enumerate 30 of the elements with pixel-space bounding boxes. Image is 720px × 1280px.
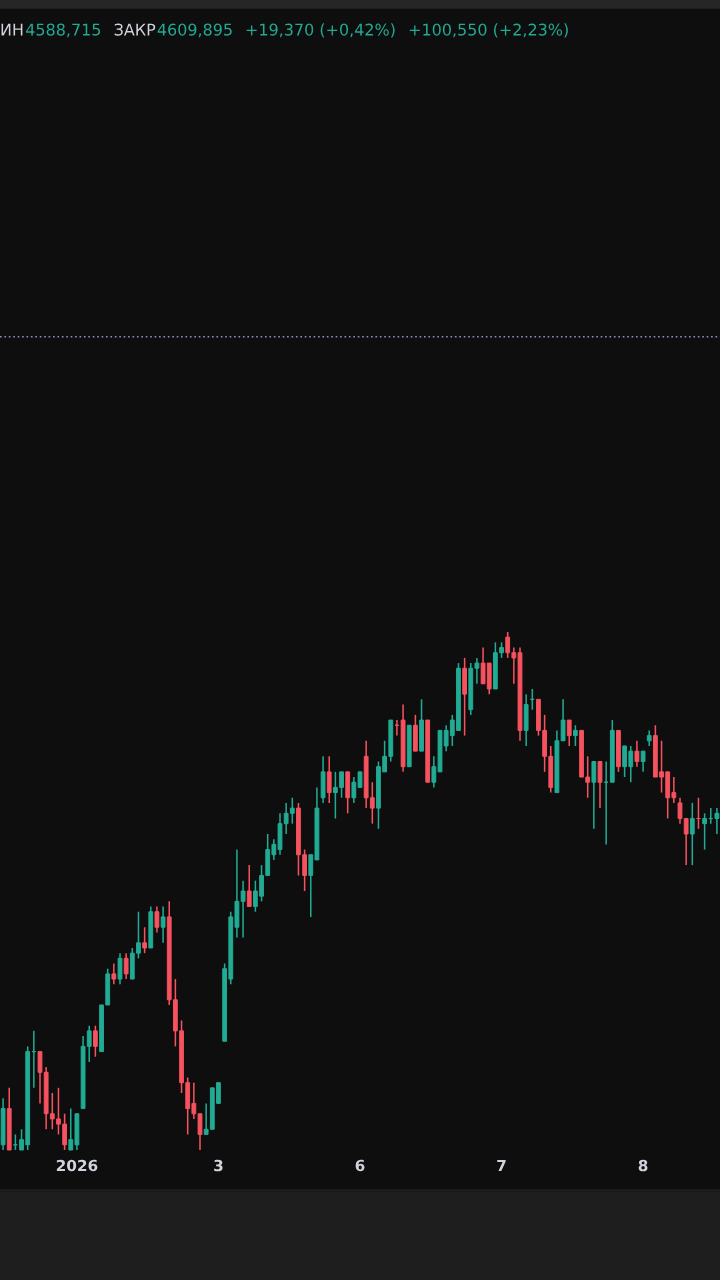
candlestick bbox=[640, 750, 646, 773]
candlestick bbox=[702, 812, 708, 851]
candlestick bbox=[634, 740, 640, 768]
candlestick bbox=[572, 724, 578, 747]
x-tick-label: 3 bbox=[214, 1159, 223, 1172]
text: 4609,895 bbox=[157, 23, 232, 38]
candlestick bbox=[123, 952, 129, 980]
candlestick bbox=[154, 905, 160, 934]
candlestick bbox=[566, 719, 572, 747]
x-tick-label: 8 bbox=[638, 1159, 648, 1172]
candlestick bbox=[246, 864, 252, 908]
text: ИН bbox=[1, 23, 23, 36]
text: ЗАКР bbox=[114, 23, 156, 36]
x-tick-label: 6 bbox=[355, 1159, 365, 1172]
text: +19,370 (+0,42%) bbox=[246, 23, 395, 38]
x-tick-label: 7 bbox=[497, 1159, 506, 1172]
text: +100,550 (+2,23%) bbox=[409, 23, 568, 38]
candlestick bbox=[560, 698, 566, 742]
candlestick bbox=[591, 760, 597, 830]
candlestick bbox=[597, 760, 603, 809]
candlestick bbox=[117, 952, 123, 986]
candlestick bbox=[142, 926, 148, 954]
candlestick bbox=[111, 962, 117, 986]
candlestick bbox=[160, 905, 166, 944]
candlestick bbox=[326, 755, 332, 804]
x-tick-label: 2026 bbox=[56, 1159, 98, 1172]
candlestick bbox=[92, 1024, 98, 1058]
candlestick bbox=[689, 802, 695, 866]
text: 4588,715 bbox=[26, 23, 101, 38]
candlestick bbox=[240, 879, 246, 939]
